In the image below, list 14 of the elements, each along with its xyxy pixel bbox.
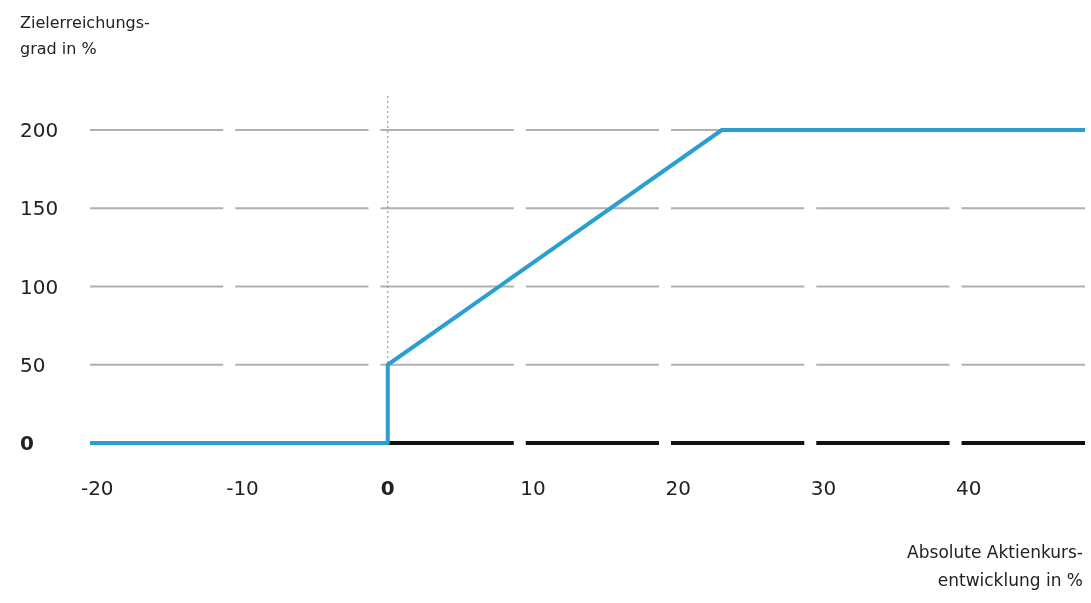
x-axis-title: Absolute Aktienkurs- entwicklung in % xyxy=(907,542,1083,590)
x-tick-label: 0 xyxy=(380,476,395,500)
y-tick-label: 200 xyxy=(20,118,59,142)
x-tick-label: 20 xyxy=(665,476,692,500)
x-tick-label: 40 xyxy=(956,476,982,500)
x-tick-label: -20 xyxy=(80,476,114,500)
y-tick-label: 0 xyxy=(20,431,34,455)
y-axis-title: Zielerreichungs- grad in % xyxy=(20,13,150,58)
x-tick-label: 10 xyxy=(520,476,546,500)
x-tick-label: 30 xyxy=(810,476,837,500)
x-tick-label: -10 xyxy=(226,476,259,500)
y-tick-label: 100 xyxy=(20,274,59,299)
y-tick-label: 150 xyxy=(20,196,59,221)
y-tick-label: 50 xyxy=(20,352,46,377)
